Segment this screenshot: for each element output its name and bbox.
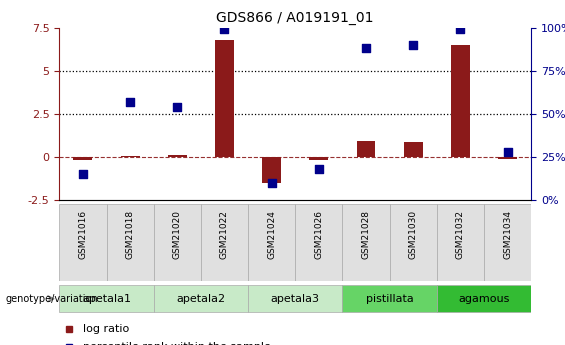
Text: GSM21020: GSM21020 (173, 210, 182, 259)
Text: GSM21016: GSM21016 (79, 210, 88, 259)
Text: apetala2: apetala2 (176, 294, 225, 304)
Bar (357, 141, 375, 157)
Bar (215, 40, 234, 157)
FancyBboxPatch shape (248, 204, 295, 281)
Text: GSM21034: GSM21034 (503, 210, 512, 259)
FancyBboxPatch shape (342, 204, 390, 281)
Point (362, 46, 371, 51)
Text: GSM21032: GSM21032 (456, 210, 465, 259)
Bar (451, 45, 470, 157)
FancyBboxPatch shape (201, 204, 248, 281)
FancyBboxPatch shape (106, 204, 154, 281)
Point (503, 149, 512, 155)
Text: GSM21028: GSM21028 (362, 210, 371, 259)
FancyBboxPatch shape (295, 204, 342, 281)
Point (79, 171, 88, 177)
FancyBboxPatch shape (59, 285, 154, 313)
FancyBboxPatch shape (154, 285, 248, 313)
Point (173, 104, 182, 110)
Point (314, 166, 323, 172)
Text: pistillata: pistillata (366, 294, 414, 304)
FancyBboxPatch shape (59, 204, 106, 281)
Text: percentile rank within the sample: percentile rank within the sample (83, 342, 271, 345)
Bar (498, 157, 517, 159)
Bar (168, 155, 186, 157)
FancyBboxPatch shape (437, 204, 484, 281)
Point (408, 42, 418, 48)
FancyBboxPatch shape (437, 285, 531, 313)
FancyBboxPatch shape (248, 285, 342, 313)
Text: GSM21030: GSM21030 (408, 210, 418, 259)
FancyBboxPatch shape (342, 285, 437, 313)
Point (267, 180, 276, 186)
Text: GSM21018: GSM21018 (125, 210, 134, 259)
Text: log ratio: log ratio (83, 324, 129, 334)
Text: genotype/variation: genotype/variation (6, 294, 98, 304)
Point (125, 99, 134, 105)
FancyBboxPatch shape (154, 204, 201, 281)
Text: GSM21026: GSM21026 (314, 210, 323, 259)
Text: GSM21024: GSM21024 (267, 210, 276, 259)
Bar (404, 142, 423, 157)
Bar (310, 157, 328, 160)
Point (456, 27, 465, 32)
Text: agamous: agamous (458, 294, 510, 304)
Bar (73, 157, 92, 159)
Text: apetala1: apetala1 (82, 294, 131, 304)
FancyBboxPatch shape (484, 204, 531, 281)
Bar (121, 156, 140, 157)
Point (220, 27, 229, 32)
Text: apetala3: apetala3 (271, 294, 320, 304)
Title: GDS866 / A019191_01: GDS866 / A019191_01 (216, 11, 374, 25)
FancyBboxPatch shape (390, 204, 437, 281)
Text: GSM21022: GSM21022 (220, 210, 229, 259)
Bar (262, 157, 281, 183)
